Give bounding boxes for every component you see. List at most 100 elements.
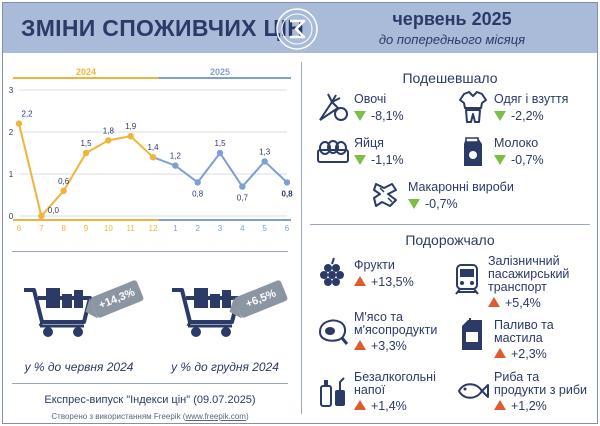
item-name: Яйця [354,136,384,150]
data-label: 1,2 [170,152,182,161]
fruits-icon [320,257,344,286]
pricier-item-train: Залізничний пасажирський транспорт +5,4% [450,254,596,312]
pricier-item-fruits: Фрукти +13,5% [316,256,446,296]
divider-chart-carts [12,251,288,252]
express-release-note: Експрес-випуск "Індекси цін" (09.07.2025… [44,394,256,406]
x-tick-label: 9 [84,224,89,233]
y-tick-label: 1 [9,170,14,179]
data-label: 1,5 [214,139,226,148]
item-value: -1,1% [354,153,404,167]
data-label: 1,4 [147,143,159,152]
drinks-icon [320,377,345,407]
decrease-arrow-icon [408,199,420,209]
x-tick-label: 4 [240,224,245,233]
cheaper-item-pasta: Макаронні вироби -0,7% [370,178,550,218]
data-label: 0,8 [192,189,204,198]
clothes-icon [459,91,487,123]
data-point [15,120,23,127]
item-name: Одяг і взуття [494,92,569,106]
train-icon [455,264,479,295]
item-name: Овочі [354,92,387,106]
item-name-line: транспорт [488,280,547,294]
item-name-line: мастила [494,331,543,345]
cart-caption-yoy: у % до червня 2024 [24,360,134,374]
freepik-link[interactable]: www.freepik.com [185,412,246,421]
item-value-text: -0,7% [511,153,544,167]
pricier-item-fish: Риба та продукти з риби +1,2% [456,370,596,416]
period-block: червень 2025 до попереднього місяця [337,9,567,47]
credit-suffix: ) [245,412,249,421]
item-name-line: Паливо та [494,318,554,332]
data-point [216,149,224,157]
cheaper-item-clothes: Одяг і взуття -2,2% [456,90,596,130]
data-point [127,133,134,140]
x-tick-label: 11 [127,224,136,233]
data-point [38,212,45,220]
data-label: 0,8 [281,189,293,198]
data-point [283,179,291,186]
period-subtitle: до попереднього місяця [378,32,526,47]
data-label: 1,5 [80,139,92,148]
item-value-text: -8,1% [371,109,404,123]
header: ЗМІНИ СПОЖИВЧИХ ЦІН червень 2025 до попе… [3,3,597,53]
item-name: Фрукти [354,258,395,272]
item-value: +13,5% [354,275,414,289]
item-name-line: пасажирський [488,267,570,281]
monthly-price-change-chart: 0 1 2 3 2024 2025 2,2 6 0,0 7 0,6 8 1,5 9 1,8 10 1,9 11 1,… [3,66,293,236]
x-tick-label: 2 [195,224,200,233]
pricier-item-meat: М'ясо та м'ясопродукти +3,3% [316,310,446,356]
data-label: 2,2 [21,110,33,119]
data-label: 1,3 [259,147,271,156]
pricier-item-drinks: Безалкогольні напої +1,4% [316,370,446,416]
item-name: Макаронні вироби [408,180,514,194]
item-value: +1,4% [354,399,407,413]
data-point [82,149,90,157]
item-value-text: +3,3% [371,339,407,353]
item-name-line: Залізничний [488,254,560,268]
item-value-text: +13,5% [371,275,414,289]
item-value-text: -0,7% [425,197,458,211]
data-label: 0,0 [48,206,60,215]
data-point [60,187,67,194]
increase-arrow-icon [494,400,506,410]
cheaper-item-milk: Молоко -0,7% [456,134,596,174]
cheaper-title: Подешевшало [402,70,498,86]
increase-arrow-icon [354,400,366,410]
cart-caption-ytd: у % до грудня 2024 [171,360,279,374]
year-label-2024: 2024 [76,67,96,77]
pricier-item-fuel: Паливо та мастила +2,3% [456,318,596,364]
x-tick-label: 1 [173,224,178,233]
eggs-icon [317,140,349,163]
meat-icon [318,319,349,345]
data-label: 1,8 [103,126,115,135]
item-value: +3,3% [354,339,407,353]
data-point [194,179,201,186]
data-label: 0,6 [58,177,70,186]
divider-carts-footer [12,383,288,384]
x-tick-label: 12 [149,224,158,233]
increase-arrow-icon [494,348,506,358]
divider-cheaper-pricier [310,224,590,225]
shopping-cart-icon [172,288,240,337]
pricier-title: Подорожчало [405,232,495,248]
statistics-logo-icon [276,8,318,50]
item-value-text: +2,3% [511,347,547,361]
vegetables-icon [319,93,348,121]
y-tick-label: 0 [9,212,14,221]
item-value: +1,2% [494,399,547,413]
increase-arrow-icon [488,297,500,307]
pasta-icon [373,183,397,207]
data-point [172,162,179,169]
fish-icon [457,383,489,399]
item-value-text: +1,2% [511,399,547,413]
item-name: Молоко [494,136,539,150]
decrease-arrow-icon [494,111,506,121]
data-point [261,158,268,165]
x-tick-label: 6 [285,224,290,233]
item-value: -0,7% [408,197,458,211]
y-tick-label: 3 [9,86,14,95]
milk-icon [464,137,482,166]
cheaper-item-eggs: Яйця -1,1% [316,134,446,174]
item-value: -8,1% [354,109,404,123]
